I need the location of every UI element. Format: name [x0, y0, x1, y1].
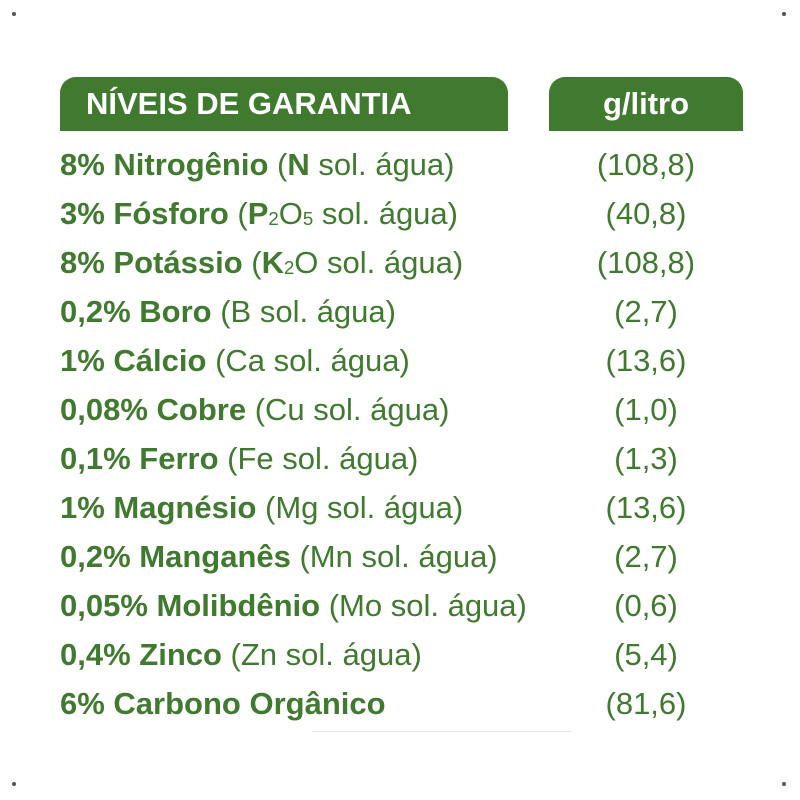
row-value: (2,7) [614, 538, 678, 574]
row-label: 3% Fósforo (P2O5 sol. água) [60, 195, 458, 231]
row-value: (2,7) [614, 293, 678, 329]
corner-dot-top-right [782, 12, 786, 16]
table-row-boro: 0,2% Boro (B sol. água) (2,7) [60, 287, 760, 336]
corner-dot-bottom-left [12, 782, 16, 786]
header-title-bar: NÍVEIS DE GARANTIA [60, 77, 508, 131]
table-row-manganes: 0,2% Manganês (Mn sol. água) (2,7) [60, 532, 760, 581]
table-row-ferro: 0,1% Ferro (Fe sol. água) (1,3) [60, 434, 760, 483]
header-title: NÍVEIS DE GARANTIA [86, 86, 412, 121]
row-label: 1% Cálcio (Ca sol. água) [60, 342, 410, 378]
row-label: 0,2% Boro (B sol. água) [60, 293, 396, 329]
header-unit: g/litro [602, 86, 690, 121]
row-value: (81,6) [605, 685, 687, 721]
row-value: (13,6) [605, 489, 687, 525]
row-label: 0,2% Manganês (Mn sol. água) [60, 538, 498, 574]
table-row-nitrogenio: 8% Nitrogênio (N sol. água) (108,8) [60, 140, 760, 189]
row-label: 0,1% Ferro (Fe sol. água) [60, 440, 419, 476]
row-value: (13,6) [605, 342, 687, 378]
table-row-potassio: 8% Potássio (K2O sol. água) (108,8) [60, 238, 760, 287]
row-value: (5,4) [614, 636, 678, 672]
row-label: 0,05% Molibdênio (Mo sol. água) [60, 587, 527, 623]
row-value: (1,0) [614, 391, 678, 427]
table-row-molibdenio: 0,05% Molibdênio (Mo sol. água) (0,6) [60, 581, 760, 630]
corner-dot-bottom-right [782, 782, 786, 786]
row-value: (108,8) [596, 146, 696, 182]
table-row-fosforo: 3% Fósforo (P2O5 sol. água) (40,8) [60, 189, 760, 238]
table-row-zinco: 0,4% Zinco (Zn sol. água) (5,4) [60, 630, 760, 679]
guarantee-table: 8% Nitrogênio (N sol. água) (108,8) 3% F… [60, 140, 760, 728]
row-label: 8% Potássio (K2O sol. água) [60, 244, 464, 280]
table-row-carbono-organico: 6% Carbono Orgânico (81,6) [60, 679, 760, 728]
header-unit-bar: g/litro [549, 77, 743, 131]
row-label: 8% Nitrogênio (N sol. água) [60, 146, 455, 182]
row-value: (1,3) [614, 440, 678, 476]
bottom-divider [312, 731, 572, 732]
row-label: 0,4% Zinco (Zn sol. água) [60, 636, 422, 672]
row-value: (40,8) [605, 195, 687, 231]
row-value: (108,8) [596, 244, 696, 280]
table-row-magnesio: 1% Magnésio (Mg sol. água) (13,6) [60, 483, 760, 532]
table-row-calcio: 1% Cálcio (Ca sol. água) (13,6) [60, 336, 760, 385]
table-row-cobre: 0,08% Cobre (Cu sol. água) (1,0) [60, 385, 760, 434]
row-label: 1% Magnésio (Mg sol. água) [60, 489, 464, 525]
corner-dot-top-left [12, 12, 16, 16]
row-label: 0,08% Cobre (Cu sol. água) [60, 391, 450, 427]
row-value: (0,6) [614, 587, 678, 623]
row-label: 6% Carbono Orgânico [60, 685, 386, 721]
